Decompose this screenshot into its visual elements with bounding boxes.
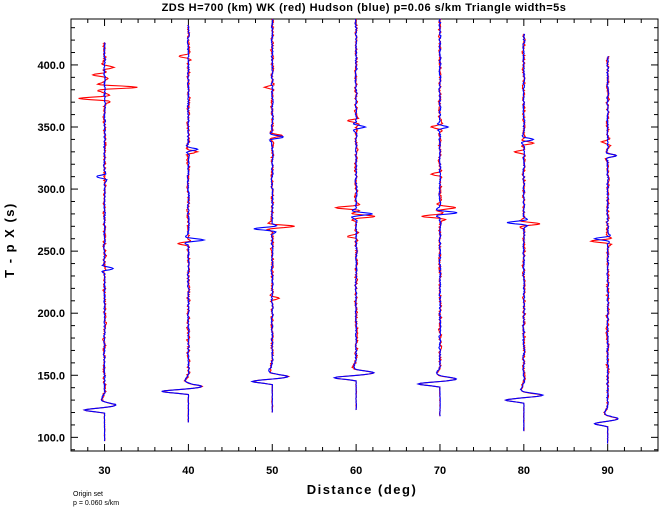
y-tick-label: 300.0 (37, 184, 65, 196)
y-tick-label: 350.0 (37, 122, 65, 134)
hudson-trace-60 (332, 18, 376, 411)
plot-frame (70, 18, 659, 452)
chart-title: ZDS H=700 (km) WK (red) Hudson (blue) p=… (162, 2, 567, 14)
trace-80-deg (504, 33, 545, 432)
hudson-trace-40 (161, 24, 207, 423)
x-axis-label: Distance (deg) (307, 482, 418, 497)
trace-40-deg (161, 24, 207, 423)
trace-50-deg (250, 18, 295, 413)
wk-trace-40 (161, 24, 204, 423)
hudson-trace-30 (82, 42, 117, 442)
x-tick-label: 30 (98, 465, 110, 477)
origin-note: Origin set p = 0.060 s/km (73, 490, 119, 508)
wk-trace-70 (416, 18, 457, 417)
y-tick-label: 400.0 (37, 60, 65, 72)
seismogram-traces (78, 18, 619, 444)
origin-set-text: Origin set (73, 491, 103, 498)
ray-parameter-text: p = 0.060 s/km (73, 500, 120, 507)
trace-60-deg (332, 18, 376, 411)
hudson-trace-90 (592, 56, 619, 444)
trace-70-deg (416, 18, 458, 417)
x-tick-label: 40 (182, 465, 194, 477)
x-tick-label: 90 (602, 465, 614, 477)
y-tick-label: 150.0 (37, 370, 65, 382)
tick-labels: 30 40 50 60 70 80 90 100.0 150.0 200.0 250.0 300.0 3… (37, 60, 613, 477)
x-tick-label: 60 (350, 465, 362, 477)
wk-trace-30 (78, 42, 138, 442)
x-tick-label: 50 (266, 465, 278, 477)
axis-ticks (71, 19, 658, 451)
hudson-trace-80 (504, 33, 545, 432)
wk-trace-90 (589, 55, 619, 444)
y-tick-label: 250.0 (37, 246, 65, 258)
trace-90-deg (589, 55, 619, 444)
y-axis-label: T - p X (s) (2, 202, 17, 278)
y-tick-label: 200.0 (37, 308, 65, 320)
y-tick-label: 100.0 (37, 432, 65, 444)
x-tick-label: 70 (434, 465, 446, 477)
wk-trace-50 (250, 18, 295, 413)
trace-30-deg (78, 42, 138, 442)
hudson-trace-70 (416, 18, 458, 417)
hudson-trace-50 (250, 18, 290, 413)
x-tick-label: 80 (518, 465, 530, 477)
